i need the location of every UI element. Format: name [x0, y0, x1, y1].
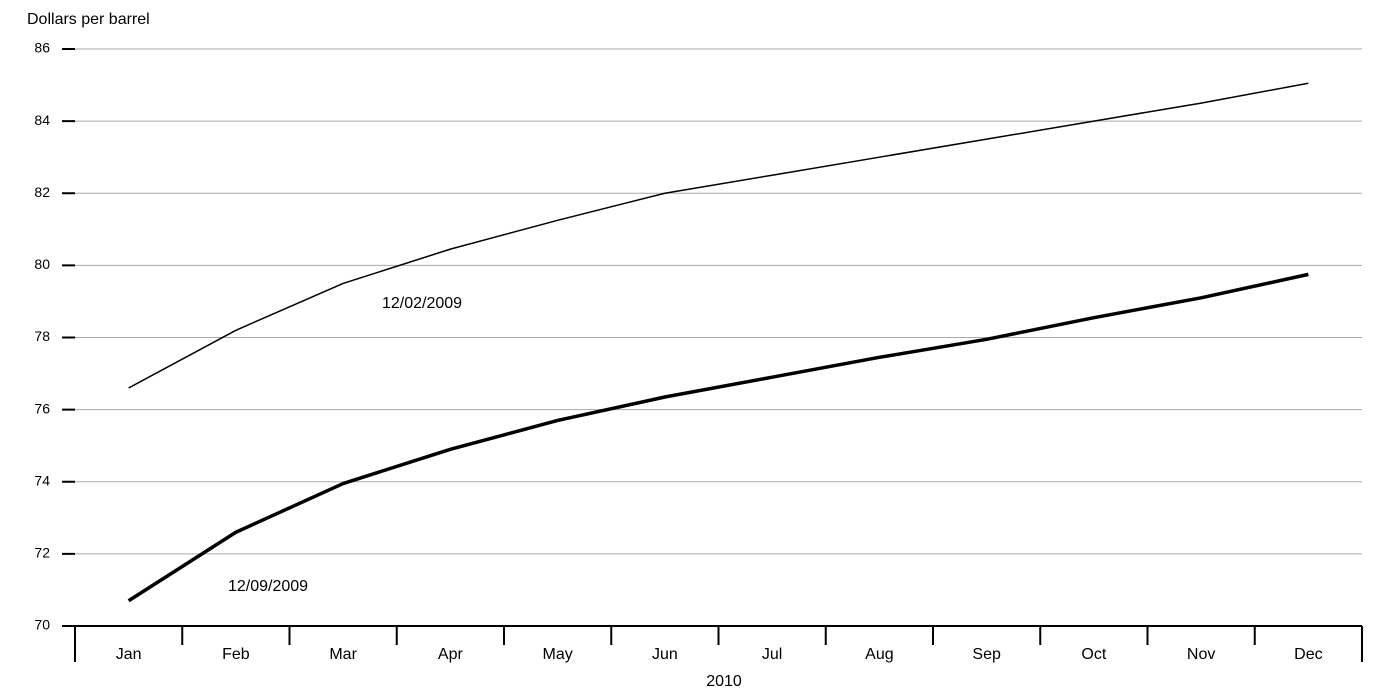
x-tick-label: Mar	[329, 646, 357, 663]
x-tick-label: Feb	[222, 646, 250, 663]
y-tick-label: 72	[34, 545, 50, 561]
series-line	[128, 82, 1309, 389]
x-tick-label: Dec	[1294, 646, 1322, 663]
x-tick-label: Jan	[116, 646, 142, 663]
x-tick-label: Aug	[865, 646, 893, 663]
y-tick-label: 70	[34, 617, 50, 633]
y-tick-label: 84	[34, 112, 50, 128]
y-tick-label: 86	[34, 40, 50, 56]
x-tick-label: Jun	[652, 646, 678, 663]
x-tick-label: May	[543, 646, 573, 663]
x-tick-label: Sep	[972, 646, 1001, 663]
y-axis-label: Dollars per barrel	[27, 11, 150, 28]
y-tick-label: 80	[34, 256, 50, 272]
x-axis-label: 2010	[706, 673, 742, 690]
y-tick-label: 74	[34, 472, 50, 488]
y-tick-label: 82	[34, 184, 50, 200]
series-label: 12/09/2009	[228, 578, 308, 595]
y-tick-label: 78	[34, 328, 50, 344]
series-line	[127, 272, 1309, 603]
x-tick-label: Jul	[762, 646, 782, 663]
x-tick-label: Apr	[438, 646, 464, 663]
x-tick-label: Nov	[1187, 646, 1215, 663]
x-tick-label: Oct	[1081, 646, 1106, 663]
series-label: 12/02/2009	[382, 295, 462, 312]
y-tick-label: 76	[34, 400, 50, 416]
